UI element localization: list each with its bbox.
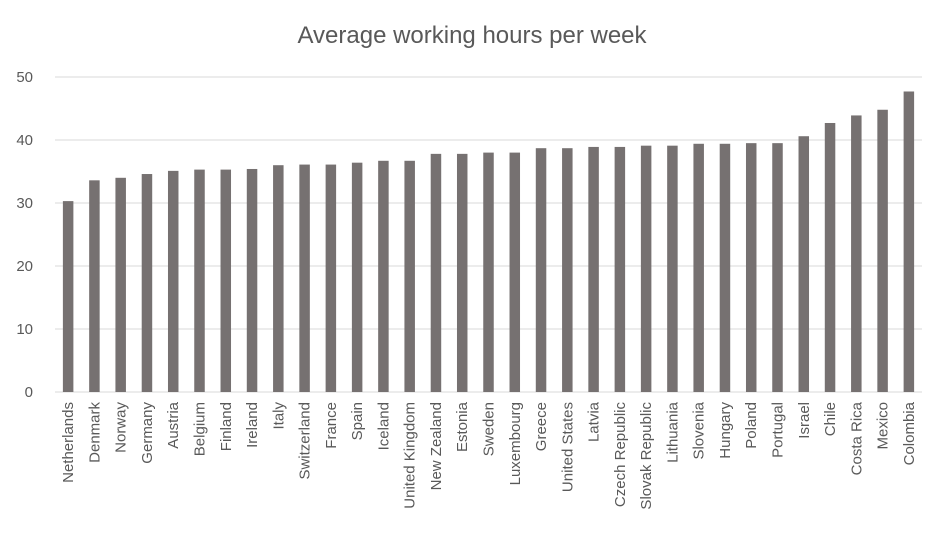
bar-france [325,164,337,392]
x-tick-label: Spain [349,402,366,440]
bar-spain [351,162,363,392]
x-tick-label: Greece [533,402,550,451]
bar-sweden [483,152,494,392]
x-tick-label: Poland [743,402,760,449]
bar-austria [167,170,179,392]
bar-mexico [877,109,888,392]
y-tick-label: 30 [16,195,33,212]
x-tick-label: Colombia [901,401,918,465]
y-tick-label: 40 [16,132,33,149]
bar-denmark [89,180,100,392]
bar-norway [115,177,126,392]
bar-greece [535,148,547,392]
y-tick-label: 20 [16,258,33,275]
y-tick-label: 10 [16,321,33,338]
bar-latvia [588,146,599,392]
x-tick-label: Belgium [192,402,209,456]
x-tick-label: Germany [139,402,156,464]
x-tick-label: United States [559,402,576,492]
bar-iceland [378,160,389,392]
bar-poland [745,143,757,392]
x-axis-ticks: Netherlands Denmark Norway Germany Austria Be… [60,401,918,509]
x-tick-label: Czech Republic [612,402,629,508]
x-tick-label: Norway [113,402,130,453]
x-tick-label: Hungary [717,402,734,459]
bar-germany [141,174,153,392]
x-tick-label: Austria [165,401,182,448]
bar-portugal [772,143,783,392]
x-tick-label: France [323,402,340,449]
bar-netherlands [62,201,74,392]
bar-israel [798,136,810,392]
bar-new-zealand [430,153,442,392]
x-tick-label: Luxembourg [507,402,524,485]
bar-switzerland [299,164,310,392]
x-tick-label: New Zealand [428,402,445,490]
bar-costa-rica [851,115,862,393]
y-axis-ticks: 0 10 20 30 40 50 [16,69,33,401]
bar-czech-republic [614,146,626,392]
bar-belgium [194,169,205,392]
x-tick-label: United Kingdom [402,402,419,509]
bar-united-states [562,148,573,392]
x-tick-label: Sweden [481,402,498,456]
bar-chile [824,122,836,393]
chart-title: Average working hours per week [297,22,647,49]
x-tick-label: Estonia [454,401,471,452]
x-tick-label: Slovenia [691,401,708,459]
bar-slovak-republic [640,145,652,392]
x-tick-label: Italy [270,402,287,430]
x-tick-label: Finland [218,402,235,451]
bar-ireland [246,168,258,392]
y-tick-label: 50 [16,69,33,86]
x-tick-label: Netherlands [60,402,77,483]
bar-luxembourg [509,152,521,392]
bar-colombia [903,91,915,393]
x-tick-label: Costa Rica [848,401,865,475]
bar-united-kingdom [404,160,415,392]
x-tick-label: Switzerland [297,402,314,480]
x-tick-label: Israel [796,402,813,439]
x-tick-label: Denmark [86,402,103,463]
x-tick-label: Slovak Republic [638,402,655,510]
x-tick-label: Latvia [586,401,603,442]
bar-finland [220,169,232,392]
x-tick-label: Portugal [770,402,787,458]
bar-estonia [456,153,468,392]
x-tick-label: Mexico [875,402,892,450]
x-tick-label: Lithuania [664,401,681,463]
x-tick-label: Ireland [244,402,261,448]
bar-italy [273,165,284,392]
bar-lithuania [667,145,678,392]
y-tick-label: 0 [25,384,33,401]
bar-slovenia [693,143,704,392]
bars [62,91,915,393]
x-tick-label: Chile [822,402,839,436]
x-tick-label: Iceland [375,402,392,450]
bar-hungary [719,143,731,392]
